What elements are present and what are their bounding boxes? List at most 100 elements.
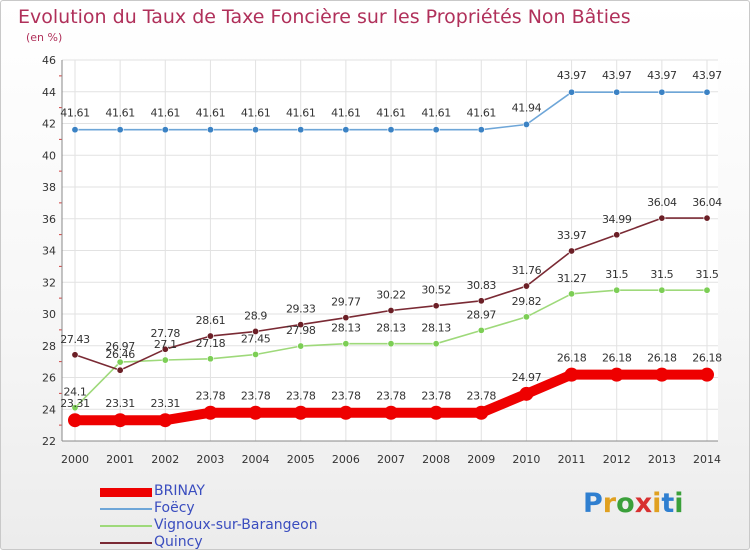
x-tick-label: 2009 xyxy=(467,453,495,466)
data-label: 36.04 xyxy=(692,196,722,209)
x-tick-label: 2011 xyxy=(558,453,586,466)
data-label: 26.18 xyxy=(692,352,722,365)
data-label: 41.61 xyxy=(151,107,181,120)
data-point xyxy=(71,404,79,412)
data-label: 24.97 xyxy=(512,371,542,384)
data-point xyxy=(703,214,711,222)
data-label: 23.31 xyxy=(151,397,181,410)
x-tick-label: 2005 xyxy=(287,453,315,466)
data-label: 26.18 xyxy=(557,352,587,365)
data-label: 28.9 xyxy=(244,309,267,322)
data-label: 30.52 xyxy=(421,284,451,297)
data-label: 41.61 xyxy=(421,107,451,120)
data-point xyxy=(654,367,669,382)
data-label: 31.5 xyxy=(605,268,628,281)
data-label: 43.97 xyxy=(647,69,677,82)
data-label: 23.78 xyxy=(467,390,497,403)
data-point xyxy=(252,126,260,134)
data-point xyxy=(387,340,395,348)
data-point xyxy=(338,405,353,420)
data-label: 28.97 xyxy=(467,308,497,321)
data-point xyxy=(613,286,621,294)
data-point xyxy=(206,332,214,340)
data-label: 26.18 xyxy=(647,352,677,365)
legend-swatch xyxy=(100,488,152,497)
y-tick-label: 44 xyxy=(42,86,56,99)
data-point xyxy=(297,321,305,329)
data-label: 34.99 xyxy=(602,213,632,226)
data-point xyxy=(206,126,214,134)
data-point xyxy=(161,345,169,353)
data-point xyxy=(568,88,576,96)
legend-label: Quincy xyxy=(154,534,203,550)
data-point xyxy=(71,351,79,359)
data-label: 31.5 xyxy=(650,268,673,281)
x-tick-label: 2010 xyxy=(512,453,540,466)
data-point xyxy=(113,413,128,428)
y-tick-label: 38 xyxy=(42,181,56,194)
x-tick-label: 2000 xyxy=(61,453,89,466)
data-label: 30.22 xyxy=(376,289,406,302)
data-point xyxy=(387,126,395,134)
data-label: 23.78 xyxy=(331,390,361,403)
x-tick-label: 2003 xyxy=(196,453,224,466)
data-point xyxy=(522,120,530,128)
data-label: 43.97 xyxy=(557,69,587,82)
data-label: 23.78 xyxy=(286,390,316,403)
x-tick-label: 2008 xyxy=(422,453,450,466)
data-point xyxy=(252,350,260,358)
data-label: 41.61 xyxy=(196,107,226,120)
data-label: 28.13 xyxy=(421,322,451,335)
y-tick-label: 34 xyxy=(42,245,56,258)
data-label: 28.13 xyxy=(331,322,361,335)
y-tick-label: 42 xyxy=(42,118,56,131)
logo-letter: i xyxy=(674,488,684,519)
x-tick-label: 2013 xyxy=(648,453,676,466)
data-point xyxy=(429,405,444,420)
data-label: 41.61 xyxy=(286,107,316,120)
y-tick-label: 26 xyxy=(42,372,56,385)
data-label: 31.76 xyxy=(512,264,542,277)
data-label: 24.1 xyxy=(64,386,87,399)
legend-swatch xyxy=(100,542,152,544)
data-label: 23.78 xyxy=(196,390,226,403)
data-label: 23.78 xyxy=(376,390,406,403)
data-point xyxy=(568,290,576,298)
data-label: 23.31 xyxy=(60,397,90,410)
data-point xyxy=(384,405,398,420)
x-tick-label: 2004 xyxy=(242,453,270,466)
data-label: 31.5 xyxy=(696,268,719,281)
data-point xyxy=(432,340,440,348)
y-tick-label: 22 xyxy=(42,435,56,448)
data-label: 41.61 xyxy=(60,107,90,120)
data-point xyxy=(161,126,169,134)
data-label: 41.61 xyxy=(331,107,361,120)
legend-swatch xyxy=(100,525,152,527)
data-point xyxy=(203,405,218,420)
data-label: 29.33 xyxy=(286,303,316,316)
data-point xyxy=(700,367,714,382)
data-label: 23.78 xyxy=(241,390,271,403)
data-label: 29.77 xyxy=(331,296,361,309)
data-point xyxy=(342,126,350,134)
data-point xyxy=(158,413,173,428)
data-point xyxy=(71,126,79,134)
data-point xyxy=(658,286,666,294)
data-label: 41.94 xyxy=(512,101,542,114)
data-point xyxy=(522,282,530,290)
y-tick-label: 28 xyxy=(42,340,56,353)
data-point xyxy=(342,314,350,322)
data-point xyxy=(609,367,624,382)
x-tick-label: 2014 xyxy=(693,453,721,466)
data-label: 23.78 xyxy=(421,390,451,403)
data-point xyxy=(613,231,621,239)
data-point xyxy=(658,214,666,222)
logo-letter: i xyxy=(652,488,662,519)
data-point xyxy=(474,405,489,420)
data-point xyxy=(658,88,666,96)
data-point xyxy=(522,313,530,321)
data-label: 33.97 xyxy=(557,229,587,242)
logo-letter: t xyxy=(661,488,675,519)
data-label: 41.61 xyxy=(105,107,135,120)
